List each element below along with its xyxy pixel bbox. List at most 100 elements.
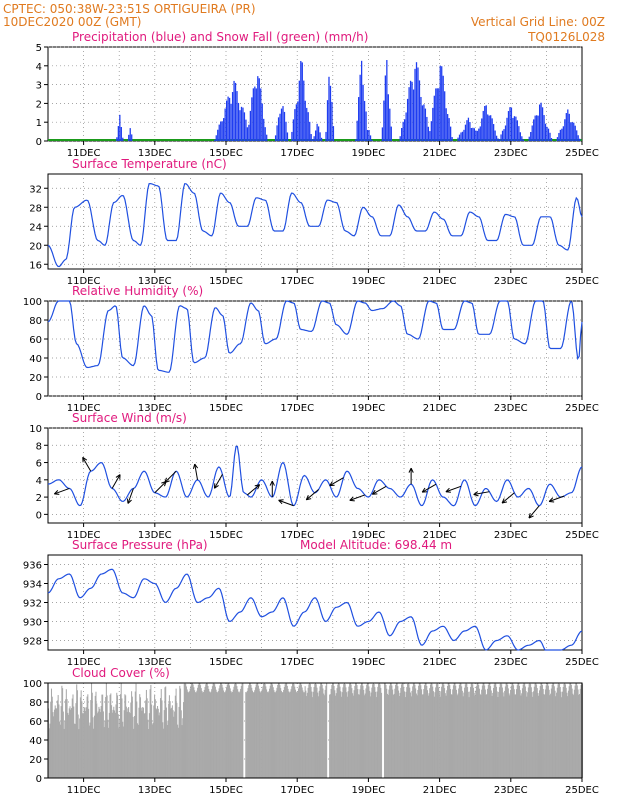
precip-bar [522,139,524,141]
wind-arrow-head [278,499,284,501]
cloud-cover-bar [360,683,363,778]
precip-bar [445,108,447,141]
cloud-cover-bar [263,683,265,778]
cloud-cover-bar [567,696,569,778]
precip-bar [312,139,314,141]
cloud-cover-bar [335,693,337,778]
cloud-cover-bar [563,683,565,778]
panel-6: 0 20 40 60 80 100 11DEC 13DEC 15DEC 17DEC 19DEC 21D… [23,666,599,796]
cloud-cover-bar [506,683,508,778]
cloud-cover-bar [379,684,381,778]
cloud-cover-bar [108,727,110,778]
precip-bar [292,119,295,141]
precip-bar [300,60,302,141]
x-tick-label: 25DEC [565,403,599,414]
cloud-cover-bar [415,688,417,778]
cloud-cover-bar [125,706,127,778]
cloud-cover-bar [184,683,186,778]
precip-bar [491,118,493,141]
precip-bar [442,75,444,141]
cloud-cover-bar [73,706,75,778]
cloud-cover-bar [420,685,422,778]
cloud-cover-bar [182,702,185,778]
cloud-cover-bar [290,689,292,778]
panel-title: Relative Humidity (%) [72,284,203,298]
precip-bar [230,103,232,141]
precip-bar [426,116,428,141]
cloud-cover-bar [330,688,332,778]
precip-bar [301,62,303,142]
y-tick-label: 1 [36,118,42,129]
cloud-cover-bar [371,687,373,778]
x-tick-label: 15DEC [209,276,243,287]
cloud-cover-bar [76,684,78,778]
cloud-cover-bar [430,683,432,778]
plot-frame [47,173,583,270]
cloud-cover-bar [361,683,363,778]
cloud-cover-bar [428,693,430,778]
precip-bar [399,136,401,141]
precip-bar [513,116,516,141]
cloud-cover-bar [363,689,365,778]
y-tick-label: 8 [36,441,42,452]
cloud-cover-bar [91,683,93,778]
precip-bar [131,134,133,141]
precip-bar [249,110,252,141]
precip-bar [488,115,490,141]
precip-bar [328,76,330,141]
cloud-cover-bar [421,689,423,778]
cloud-cover-bar [419,683,421,778]
wind-arrow-head [126,498,129,504]
precip-bar [573,122,575,141]
cloud-cover-bar [113,706,115,778]
cloud-cover-bar [250,684,252,778]
precip-bar [242,107,244,141]
cloud-cover-bar [59,724,61,778]
cloud-cover-bar [219,685,221,778]
cloud-cover-bar [459,683,461,778]
cloud-cover-bar [398,695,400,778]
wind-arrow-shaft [329,477,344,487]
cloud-cover-bar [309,683,311,778]
cloud-cover-bar [574,685,576,778]
cloud-cover-bar [73,723,75,778]
precip-bar [263,118,265,141]
series-line [47,182,583,268]
cloud-cover-bar [340,691,342,778]
precip-bar [562,126,564,141]
cloud-cover-bar [168,695,170,778]
cloud-cover-bar [556,687,558,778]
cloud-cover-bar [245,692,247,778]
cloud-cover-bar [333,685,335,778]
cloud-cover-bar [235,683,237,778]
wind-arrow-head [408,467,412,473]
cloud-cover-bar [108,712,110,778]
cloud-cover-bar [409,687,411,778]
cloud-cover-bar [416,695,418,778]
wind-arrow-head [501,501,508,504]
cloud-cover-bar [348,686,350,778]
cloud-cover-bar [465,683,467,778]
cloud-cover-bar [397,686,399,778]
cloud-cover-bar [218,688,220,778]
cloud-cover-bar [305,690,307,778]
precip-bar [237,102,240,141]
cloud-cover-bar [155,708,157,778]
cloud-cover-bar [93,715,96,778]
cloud-cover-bar [210,691,212,778]
cloud-cover-bar [373,684,375,778]
cloud-cover-bar [375,691,377,778]
cloud-cover-bar [262,686,264,778]
cloud-cover-bar [450,694,452,778]
precip-bar [371,139,373,141]
precip-bar [405,112,407,141]
cloud-cover-bar [401,684,403,778]
precip-bar [429,131,431,141]
cloud-cover-bar [191,683,193,778]
wind-arrow [164,470,177,483]
cloud-cover-bar [372,684,374,778]
cloud-cover-bar [240,688,242,778]
cloud-cover-bar [67,712,69,778]
precip-bar [570,122,572,141]
precip-bar [494,130,496,141]
